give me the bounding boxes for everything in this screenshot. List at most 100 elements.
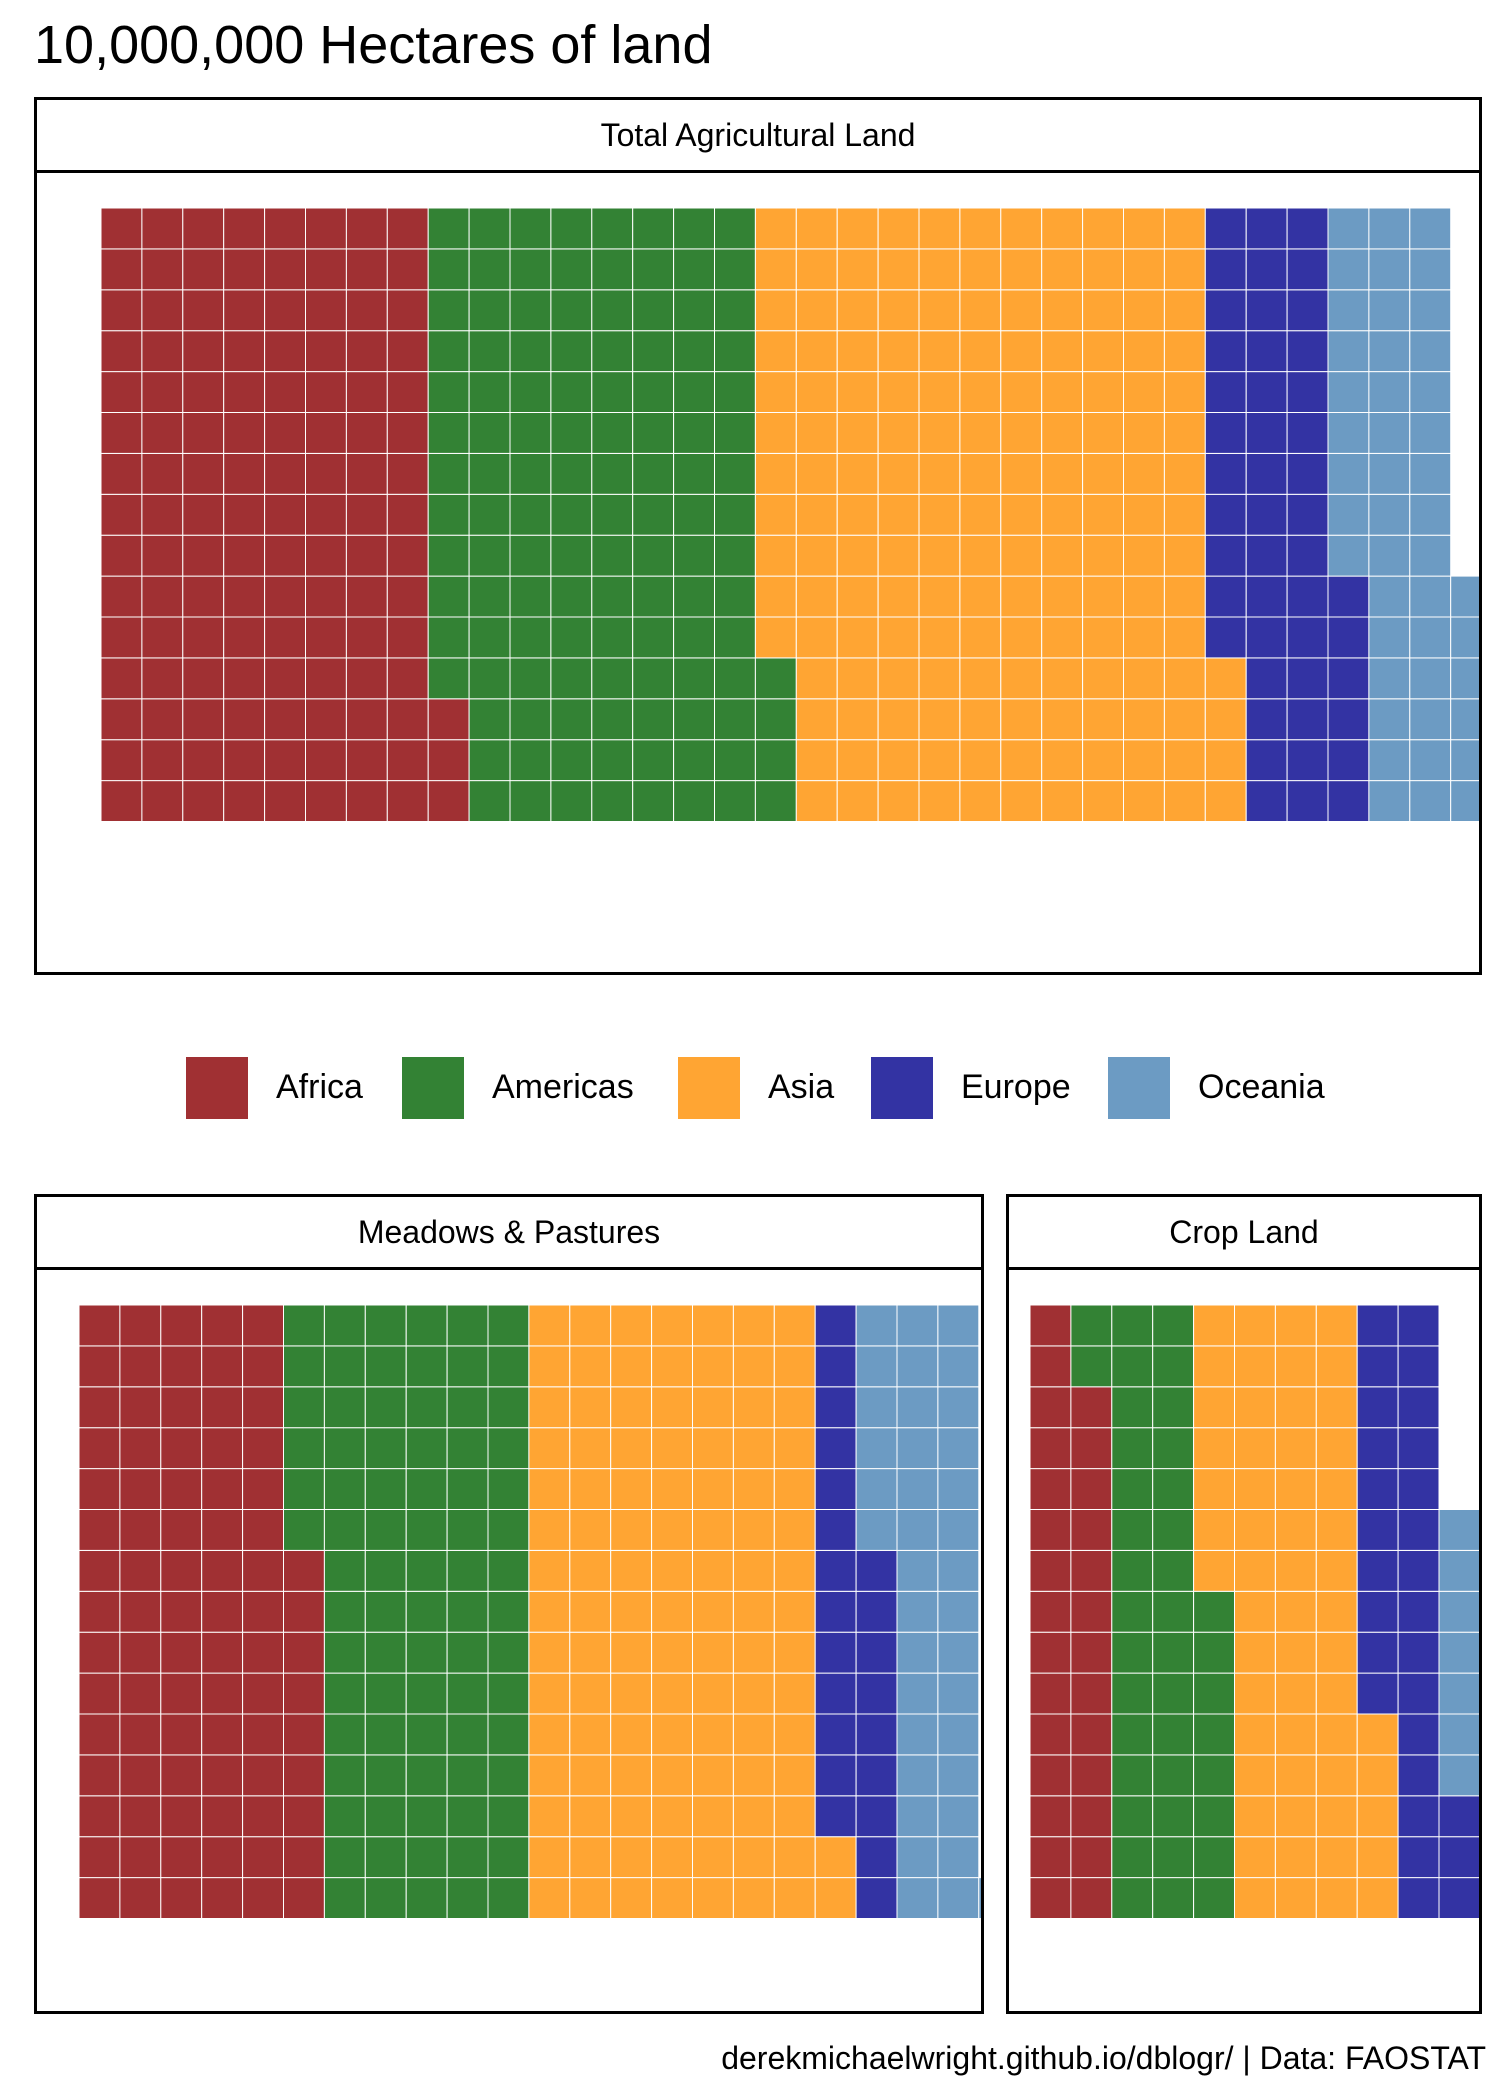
waffle-cell-asia (692, 1386, 734, 1429)
waffle-cell-americas (405, 1795, 448, 1838)
waffle-cell-asia (773, 1795, 816, 1838)
waffle-cell-asia (610, 1427, 653, 1470)
waffle-cell-asia (1274, 1631, 1317, 1674)
waffle-cell-africa (1070, 1509, 1113, 1551)
waffle-cell-asia (1315, 1304, 1358, 1347)
waffle-cell-americas (632, 371, 675, 414)
waffle-cell-asia (528, 1468, 571, 1511)
waffle-cell-americas (283, 1509, 325, 1551)
waffle-cell-europe (1204, 616, 1247, 659)
waffle-cell-europe (1356, 1345, 1399, 1388)
waffle-cell-asia (1082, 289, 1124, 332)
waffle-cell-asia (836, 534, 879, 577)
waffle-cell-oceania (896, 1672, 939, 1715)
legend-key-oceania (1108, 1056, 1170, 1119)
waffle-cell-europe (1245, 616, 1288, 659)
waffle-cell-africa (141, 616, 184, 659)
waffle-cell-asia (877, 330, 920, 373)
waffle-cell-americas (487, 1877, 530, 1919)
waffle-cell-americas (468, 493, 511, 536)
waffle-cell-asia (610, 1877, 653, 1919)
waffle-cell-oceania (1438, 1590, 1479, 1633)
waffle-cell-asia (918, 330, 961, 373)
waffle-cell-asia (1193, 1468, 1236, 1511)
waffle-cell-americas (283, 1386, 325, 1429)
waffle-cell-americas (1152, 1754, 1195, 1797)
waffle-cell-africa (264, 575, 307, 618)
waffle-cell-africa (283, 1795, 325, 1838)
waffle-cell-africa (160, 1304, 203, 1347)
waffle-cell-asia (795, 371, 838, 414)
waffle-cell-americas (591, 575, 634, 618)
waffle-cell-asia (528, 1754, 571, 1797)
waffle-cell-africa (119, 1386, 162, 1429)
waffle-cell-asia (651, 1345, 693, 1388)
waffle-cell-oceania (1409, 534, 1452, 577)
waffle-cell-asia (1123, 371, 1165, 414)
waffle-cell-asia (959, 493, 1002, 536)
waffle-cell-europe (1356, 1672, 1399, 1715)
waffle-cell-americas (364, 1877, 407, 1919)
waffle-cell-americas (487, 1631, 530, 1674)
waffle-cell-europe (855, 1631, 898, 1674)
waffle-cell-oceania (1409, 493, 1452, 536)
waffle-cell-asia (732, 1345, 775, 1388)
waffle-cell-americas (405, 1427, 448, 1470)
waffle-cell-americas (323, 1631, 366, 1674)
waffle-cell-oceania (1409, 575, 1452, 618)
waffle-cell-africa (223, 207, 266, 250)
waffle-cell-africa (1070, 1386, 1113, 1429)
waffle-cell-asia (692, 1713, 734, 1756)
waffle-cell-asia (1163, 493, 1206, 536)
waffle-cell-africa (305, 412, 347, 454)
legend-label: Asia (768, 1068, 835, 1106)
waffle-cell-oceania (1409, 780, 1452, 822)
waffle-cell-americas (323, 1754, 366, 1797)
waffle-cell-africa (264, 534, 307, 577)
waffle-cell-africa (119, 1754, 162, 1797)
waffle-cell-asia (1041, 330, 1084, 373)
waffle-cell-asia (1315, 1468, 1358, 1511)
waffle-cell-africa (242, 1754, 285, 1797)
waffle-cell-asia (959, 248, 1002, 291)
waffle-cell-africa (242, 1836, 285, 1879)
waffle-cell-africa (182, 657, 225, 700)
waffle-cell-oceania (1368, 452, 1411, 495)
waffle-cell-asia (732, 1672, 775, 1715)
waffle-cell-asia (918, 412, 961, 454)
waffle-cell-europe (1204, 289, 1247, 332)
waffle-cell-europe (814, 1795, 857, 1838)
waffle-cell-oceania (896, 1795, 939, 1838)
waffle-cell-oceania (855, 1427, 898, 1470)
waffle-cell-oceania (1409, 452, 1452, 495)
waffle-cell-americas (487, 1590, 530, 1633)
waffle-cell-americas (405, 1836, 448, 1879)
waffle-cell-asia (1193, 1427, 1236, 1470)
waffle-cell-asia (692, 1754, 734, 1797)
waffle-cell-asia (528, 1427, 571, 1470)
waffle-cell-americas (591, 371, 634, 414)
waffle-cell-europe (1356, 1631, 1399, 1674)
waffle-cell-africa (1029, 1509, 1072, 1551)
waffle-cell-americas (405, 1386, 448, 1429)
waffle-cell-asia (918, 657, 961, 700)
legend-label: Africa (276, 1068, 363, 1106)
waffle-cell-americas (364, 1549, 407, 1592)
waffle-cell-americas (509, 412, 552, 454)
waffle-cell-asia (651, 1304, 693, 1347)
waffle-cell-oceania (1450, 698, 1479, 741)
waffle-cell-africa (305, 534, 347, 577)
waffle-cell-americas (754, 739, 797, 782)
waffle-cell-europe (1286, 452, 1329, 495)
waffle-cell-africa (141, 371, 184, 414)
waffle-cell-africa (386, 698, 429, 741)
waffle-cell-europe (1327, 698, 1370, 741)
waffle-cell-asia (795, 739, 838, 782)
waffle-cell-oceania (1450, 616, 1479, 659)
waffle-cell-europe (1356, 1304, 1399, 1347)
waffle-cell-americas (446, 1590, 489, 1633)
waffle-cell-asia (918, 739, 961, 782)
waffle-cell-europe (1204, 575, 1247, 618)
waffle-cell-americas (468, 616, 511, 659)
waffle-cell-africa (305, 616, 347, 659)
